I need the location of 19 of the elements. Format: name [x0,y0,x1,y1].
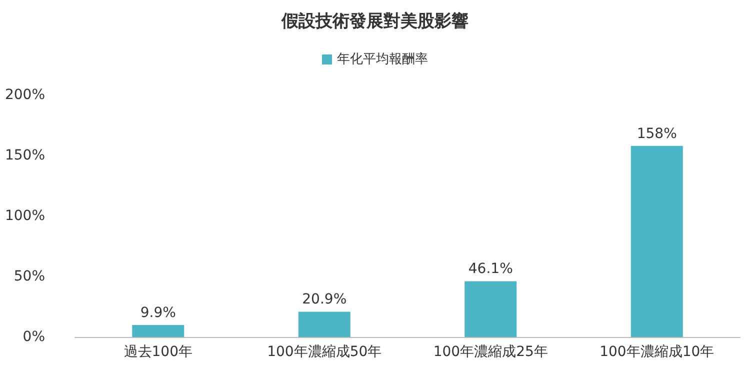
data-label: 20.9% [302,292,347,308]
y-tick-label: 0% [22,329,45,345]
x-tick-label: 100年濃縮成50年 [267,344,382,360]
legend-label: 年化平均報酬率 [337,51,428,67]
bar [298,312,350,337]
bar [464,281,517,337]
y-tick-label: 200% [4,87,45,103]
x-tick-label: 100年濃縮成25年 [433,344,548,360]
bar [132,325,184,337]
chart-title: 假設技術發展對美股影響 [280,12,468,32]
bar [630,146,683,337]
y-tick-label: 50% [14,268,45,284]
y-tick-label: 150% [4,148,45,164]
x-tick-label: 過去100年 [124,344,192,360]
x-tick-label: 100年濃縮成10年 [600,344,714,360]
data-label: 46.1% [468,261,513,278]
data-label: 9.9% [140,305,176,322]
data-label: 158% [636,126,677,142]
y-tick-label: 100% [4,208,45,224]
